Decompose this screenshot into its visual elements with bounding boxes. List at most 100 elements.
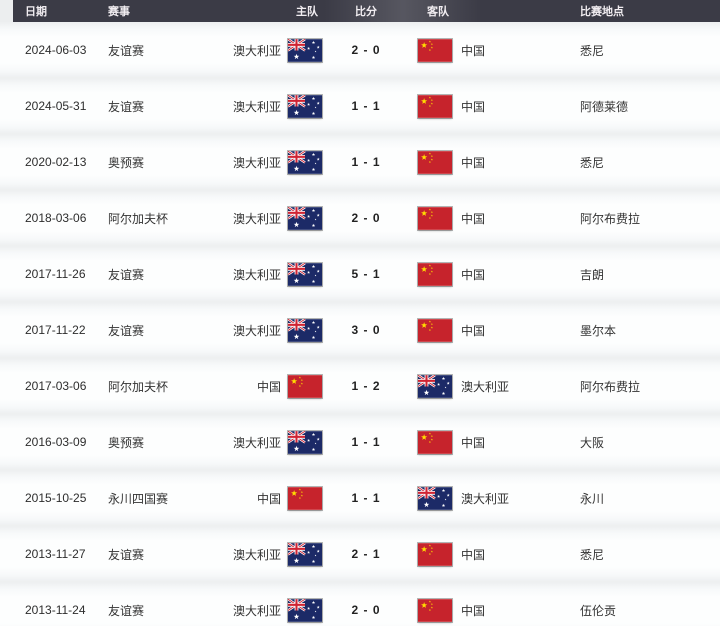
match-score: 2 - 0 bbox=[351, 603, 381, 617]
home-team-name: 中国 bbox=[256, 491, 281, 506]
home-team-name: 澳大利亚 bbox=[232, 323, 281, 338]
home-team: 澳大利亚 bbox=[232, 38, 322, 62]
australia-flag-icon bbox=[288, 262, 322, 286]
match-row: 2024-05-31 友谊赛 澳大利亚 1 - 1 bbox=[0, 78, 720, 134]
australia-flag-icon bbox=[418, 486, 452, 510]
column-header-score: 比分 bbox=[355, 6, 377, 18]
match-row: 2016-03-09 奥预赛 澳大利亚 1 - 1 bbox=[0, 414, 720, 470]
match-date: 2024-06-03 bbox=[25, 43, 87, 57]
column-header-venue: 比赛地点 bbox=[580, 6, 624, 18]
china-flag-icon bbox=[418, 262, 452, 286]
match-competition: 友谊赛 bbox=[108, 603, 145, 618]
match-venue: 悉尼 bbox=[580, 547, 605, 562]
home-team: 澳大利亚 bbox=[232, 262, 322, 286]
australia-flag-icon bbox=[288, 318, 322, 342]
match-score: 1 - 1 bbox=[351, 491, 381, 505]
away-team-name: 澳大利亚 bbox=[461, 379, 510, 394]
home-team-name: 澳大利亚 bbox=[232, 211, 281, 226]
match-score: 1 - 1 bbox=[351, 435, 381, 449]
match-score: 1 - 1 bbox=[351, 99, 381, 113]
away-team: 中国 bbox=[410, 206, 578, 230]
australia-flag-icon bbox=[288, 38, 322, 62]
away-team: 澳大利亚 bbox=[410, 374, 578, 398]
away-team-name: 中国 bbox=[461, 43, 486, 58]
away-team: 中国 bbox=[410, 94, 578, 118]
match-row: 2017-11-22 友谊赛 澳大利亚 3 - 0 bbox=[0, 302, 720, 358]
match-venue: 阿尔布费拉 bbox=[580, 211, 641, 226]
australia-flag-icon bbox=[288, 150, 322, 174]
match-row: 2015-10-25 永川四国赛 中国 1 - 1 bbox=[0, 470, 720, 526]
away-team: 中国 bbox=[410, 542, 578, 566]
match-venue: 伍伦贡 bbox=[580, 603, 617, 618]
match-competition: 友谊赛 bbox=[108, 99, 145, 114]
australia-flag-icon bbox=[288, 430, 322, 454]
match-competition: 友谊赛 bbox=[108, 43, 145, 58]
column-header-competition: 赛事 bbox=[108, 6, 130, 18]
home-team-name: 澳大利亚 bbox=[232, 99, 281, 114]
home-team-name: 中国 bbox=[256, 379, 281, 394]
match-competition: 友谊赛 bbox=[108, 323, 145, 338]
australia-flag-icon bbox=[418, 374, 452, 398]
home-team: 澳大利亚 bbox=[232, 206, 322, 230]
match-competition: 阿尔加夫杯 bbox=[108, 211, 169, 226]
home-team-name: 澳大利亚 bbox=[232, 435, 281, 450]
home-team: 澳大利亚 bbox=[232, 430, 322, 454]
away-team-name: 中国 bbox=[461, 547, 486, 562]
china-flag-icon bbox=[288, 486, 322, 510]
home-team-name: 澳大利亚 bbox=[232, 547, 281, 562]
away-team-name: 中国 bbox=[461, 435, 486, 450]
australia-flag-icon bbox=[288, 542, 322, 566]
column-header-away-team: 客队 bbox=[427, 6, 449, 18]
match-score: 2 - 1 bbox=[351, 547, 381, 561]
away-team: 中国 bbox=[410, 38, 578, 62]
match-date: 2015-10-25 bbox=[25, 491, 87, 505]
match-venue: 吉朗 bbox=[580, 267, 605, 282]
away-team-name: 中国 bbox=[461, 323, 486, 338]
away-team: 中国 bbox=[410, 430, 578, 454]
australia-flag-icon bbox=[288, 94, 322, 118]
match-venue: 大阪 bbox=[580, 435, 605, 450]
away-team-name: 澳大利亚 bbox=[461, 491, 510, 506]
match-row: 2013-11-27 友谊赛 澳大利亚 2 - 1 bbox=[0, 526, 720, 582]
away-team-name: 中国 bbox=[461, 155, 486, 170]
china-flag-icon bbox=[418, 206, 452, 230]
match-score: 3 - 0 bbox=[351, 323, 381, 337]
match-table-body: 2024-06-03 友谊赛 澳大利亚 2 - 0 bbox=[0, 22, 720, 626]
match-venue: 阿尔布费拉 bbox=[580, 379, 641, 394]
home-team: 中国 bbox=[235, 486, 322, 510]
match-competition: 奥预赛 bbox=[108, 155, 145, 170]
match-venue: 悉尼 bbox=[580, 43, 605, 58]
home-team: 中国 bbox=[235, 374, 322, 398]
match-score: 1 - 2 bbox=[351, 379, 381, 393]
match-score: 1 - 1 bbox=[351, 155, 381, 169]
china-flag-icon bbox=[418, 598, 452, 622]
match-row: 2017-11-26 友谊赛 澳大利亚 5 - 1 bbox=[0, 246, 720, 302]
away-team: 中国 bbox=[410, 598, 578, 622]
match-date: 2017-11-26 bbox=[25, 267, 86, 281]
match-row: 2020-02-13 奥预赛 澳大利亚 1 - 1 bbox=[0, 134, 720, 190]
match-venue: 阿德莱德 bbox=[580, 99, 629, 114]
home-team-name: 澳大利亚 bbox=[232, 267, 281, 282]
match-date: 2017-03-06 bbox=[25, 379, 87, 393]
away-team-name: 中国 bbox=[461, 267, 486, 282]
column-header-date: 日期 bbox=[25, 6, 47, 18]
match-score: 2 - 0 bbox=[351, 211, 381, 225]
china-flag-icon bbox=[418, 94, 452, 118]
match-row: 2024-06-03 友谊赛 澳大利亚 2 - 0 bbox=[0, 22, 720, 78]
home-team: 澳大利亚 bbox=[232, 542, 322, 566]
match-row: 2013-11-24 友谊赛 澳大利亚 2 - 0 bbox=[0, 582, 720, 626]
china-flag-icon bbox=[418, 318, 452, 342]
china-flag-icon bbox=[418, 38, 452, 62]
match-row: 2017-03-06 阿尔加夫杯 中国 1 - 2 bbox=[0, 358, 720, 414]
match-competition: 奥预赛 bbox=[108, 435, 145, 450]
table-header-row: 日期 赛事 主队 比分 客队 比赛地点 bbox=[0, 0, 720, 22]
match-venue: 悉尼 bbox=[580, 155, 605, 170]
china-flag-icon bbox=[418, 150, 452, 174]
match-score: 2 - 0 bbox=[351, 43, 381, 57]
match-date: 2017-11-22 bbox=[25, 323, 86, 337]
home-team-name: 澳大利亚 bbox=[232, 603, 281, 618]
match-date: 2020-02-13 bbox=[25, 155, 87, 169]
home-team-name: 澳大利亚 bbox=[232, 43, 281, 58]
column-header-home-team: 主队 bbox=[296, 6, 318, 18]
away-team: 中国 bbox=[410, 318, 578, 342]
